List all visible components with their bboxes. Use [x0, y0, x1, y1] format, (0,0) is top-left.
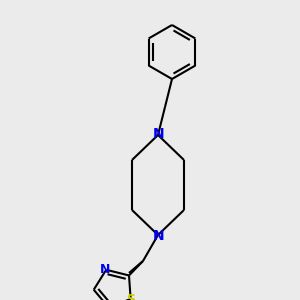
Text: N: N	[100, 263, 110, 276]
Text: N: N	[153, 127, 165, 141]
Text: S: S	[126, 293, 135, 300]
Text: N: N	[153, 229, 165, 243]
